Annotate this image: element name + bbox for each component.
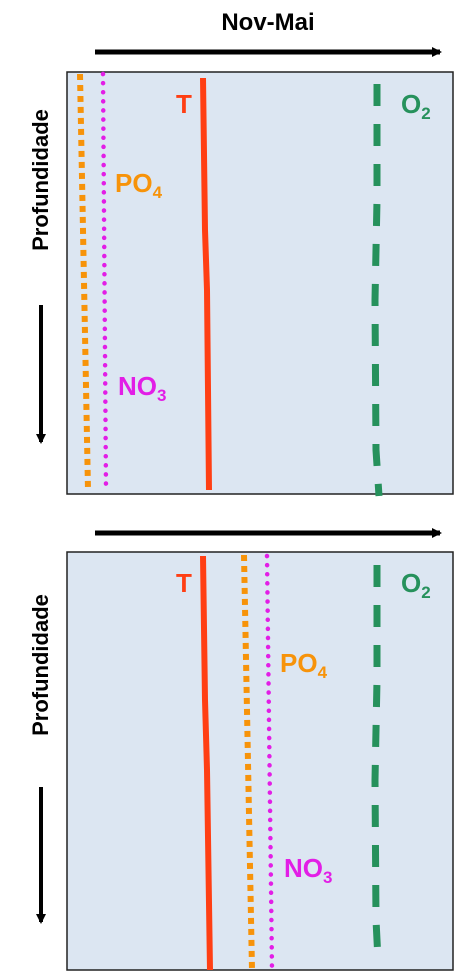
oxygen-profile-line: [371, 84, 383, 497]
temperature-profile-line: [200, 555, 213, 971]
oxygen-label: O2: [401, 568, 431, 602]
panel-background: [66, 551, 454, 971]
nitrate-label: NO3: [118, 371, 166, 405]
temperature-label: T: [176, 568, 192, 598]
panel-top: Profundidade T O2 PO4 NO3: [28, 71, 454, 497]
nitrate-label: NO3: [284, 853, 332, 887]
temperature-label: T: [176, 89, 192, 119]
oxygen-label: O2: [401, 89, 431, 123]
oxygen-profile-line: [371, 565, 382, 961]
nitrate-profile-line: [264, 553, 275, 971]
y-axis-label: Profundidade: [28, 109, 53, 251]
panel-bottom: Profundidade T O2 PO4 NO3: [28, 551, 454, 971]
panel-background: [66, 71, 454, 495]
phosphate-profile-line: [241, 554, 255, 971]
nitrate-profile-line: [100, 71, 109, 493]
y-axis-label: Profundidade: [28, 594, 53, 736]
phosphate-profile-line: [77, 73, 91, 491]
temperature-profile-line: [200, 77, 212, 491]
phosphate-label: PO4: [280, 648, 328, 682]
title-text: Nov-Mai: [221, 9, 314, 36]
phosphate-label: PO4: [115, 168, 163, 202]
